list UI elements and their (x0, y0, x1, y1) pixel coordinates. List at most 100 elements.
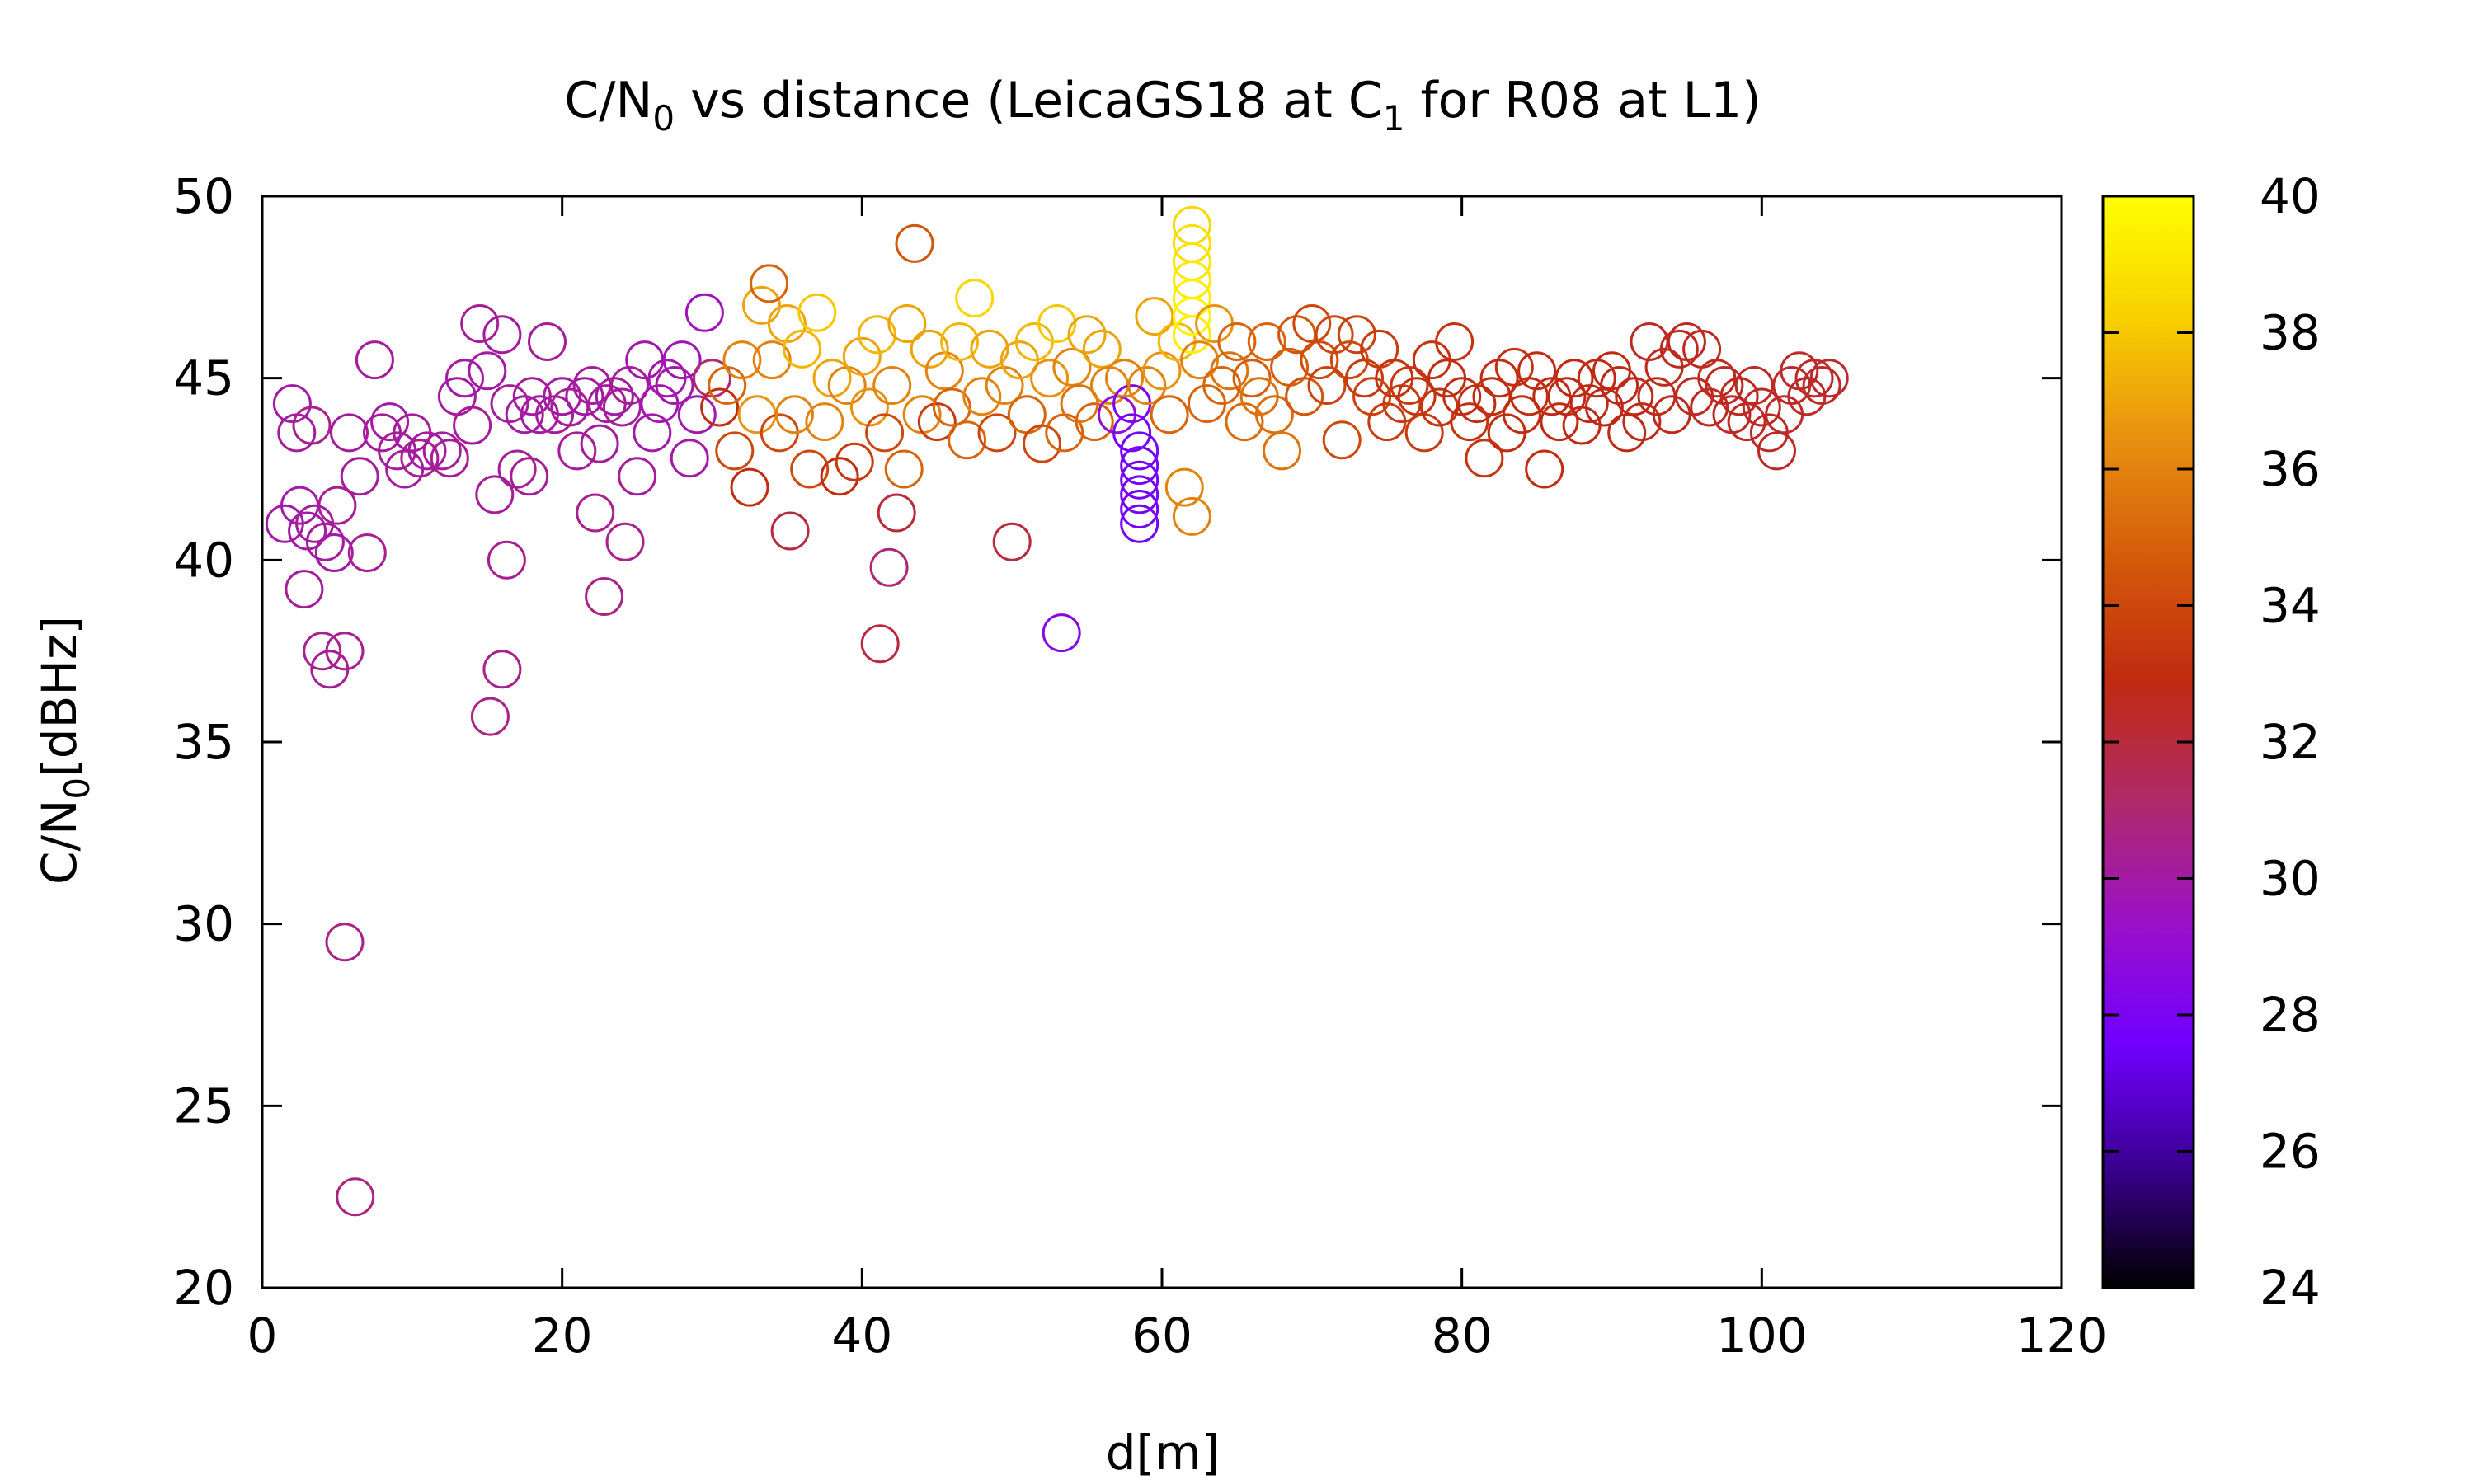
data-point (1217, 322, 1257, 361)
data-point (1120, 504, 1159, 543)
data-point (1172, 297, 1211, 336)
data-point (1802, 366, 1841, 405)
data-point (347, 533, 387, 572)
data-point (1742, 387, 1781, 427)
data-point (1112, 413, 1152, 453)
data-point (550, 387, 590, 427)
data-point (505, 395, 544, 434)
data-point (510, 457, 549, 496)
data-point (730, 467, 769, 507)
data-point (670, 439, 709, 478)
data-point (842, 336, 882, 376)
data-point (1037, 304, 1077, 343)
colorbar-tick-label: 38 (2260, 305, 2321, 361)
data-point (1247, 322, 1286, 361)
data-point (955, 279, 995, 318)
data-point (602, 387, 642, 427)
data-point (580, 424, 619, 463)
y-axis-ticks: 20 25 30 35 40 45 50 (173, 168, 2062, 1316)
data-point (775, 395, 814, 434)
data-point (812, 359, 852, 398)
data-point (1690, 387, 1729, 427)
data-point (490, 384, 529, 424)
data-points (265, 205, 1849, 1217)
data-point (1285, 377, 1324, 416)
data-point (1479, 359, 1519, 398)
data-point (305, 522, 345, 561)
data-point (1172, 315, 1211, 355)
data-point (325, 632, 365, 671)
data-point (1592, 351, 1631, 391)
colorbar-tick-label: 34 (2260, 578, 2321, 634)
data-point (1307, 366, 1347, 405)
data-point (752, 340, 792, 380)
data-point (827, 366, 867, 405)
y-tick-label: 25 (173, 1078, 234, 1134)
data-point (355, 340, 394, 380)
data-point (887, 304, 927, 343)
data-point (797, 293, 837, 332)
plot-frame (261, 195, 2063, 1289)
colorbar-tick-label: 36 (2260, 441, 2321, 497)
data-point (1390, 366, 1429, 405)
data-point (940, 322, 979, 361)
chart-title: C/N0 vs distance (LeicaGS18 at C1 for R0… (564, 72, 1761, 139)
x-tick-label: 20 (532, 1308, 593, 1364)
data-point (872, 366, 912, 405)
data-point (1225, 402, 1264, 442)
data-point (618, 457, 657, 496)
data-point (336, 1177, 375, 1217)
data-point (1180, 340, 1219, 380)
data-point (865, 413, 905, 453)
data-point (722, 340, 762, 380)
data-point (1030, 359, 1070, 398)
data-point (453, 406, 492, 445)
data-point (475, 475, 515, 514)
x-tick-label: 100 (1716, 1308, 1808, 1364)
data-point (1105, 359, 1144, 398)
data-point (633, 413, 672, 453)
data-point (528, 322, 567, 361)
data-point (330, 413, 369, 453)
data-point (340, 457, 379, 496)
data-point (849, 387, 889, 427)
y-tick-label: 20 (173, 1260, 234, 1316)
data-point (1682, 329, 1722, 369)
data-point (948, 420, 987, 460)
data-point (1232, 359, 1272, 398)
x-tick-label: 80 (1432, 1308, 1493, 1364)
data-point (992, 522, 1032, 561)
data-point (783, 329, 822, 369)
data-point (1622, 402, 1662, 442)
data-point (1292, 304, 1332, 343)
data-point (470, 697, 510, 736)
data-point (1164, 467, 1204, 507)
data-point (1082, 329, 1122, 369)
data-point (303, 632, 342, 671)
data-point (884, 449, 924, 489)
data-point (430, 439, 469, 478)
data-point (1007, 395, 1047, 434)
colorbar-tick-label: 30 (2260, 851, 2321, 907)
x-tick-label: 40 (831, 1308, 892, 1364)
data-point (610, 366, 649, 405)
data-point (917, 402, 957, 442)
data-point (314, 533, 354, 572)
data-point (1067, 315, 1107, 355)
x-tick-label: 120 (2016, 1308, 2108, 1364)
data-point (1719, 377, 1759, 416)
data-point (770, 511, 810, 551)
data-point (482, 315, 522, 355)
data-point (445, 359, 484, 398)
data-point (1135, 297, 1174, 336)
data-point (1809, 359, 1849, 398)
data-point (1120, 460, 1159, 500)
data-point (858, 315, 896, 355)
data-point (468, 351, 507, 391)
data-point (625, 340, 665, 380)
data-point (605, 522, 645, 561)
data-point (1450, 402, 1489, 442)
data-point (272, 384, 312, 424)
data-point (977, 413, 1017, 453)
data-point (655, 366, 694, 405)
